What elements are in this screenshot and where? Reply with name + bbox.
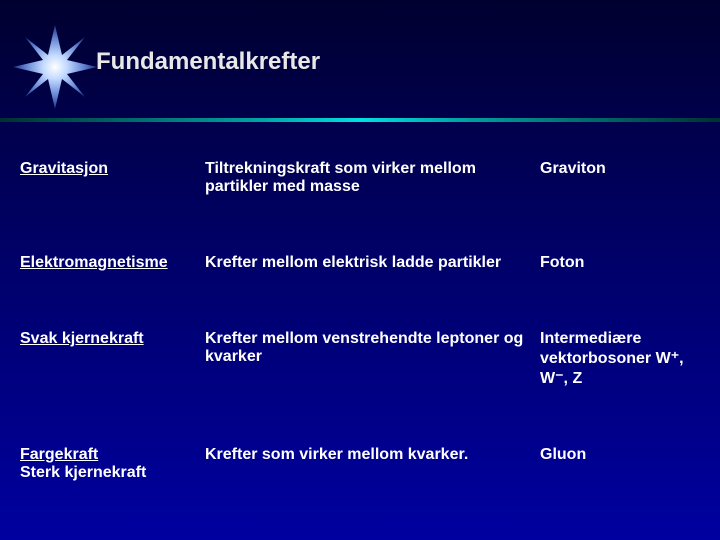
force-name: Elektromagnetisme	[20, 254, 205, 272]
force-carrier: Gluon	[540, 446, 700, 464]
force-name-text: Fargekraft	[20, 446, 98, 463]
force-name-text: Elektromagnetisme	[20, 254, 168, 271]
starburst-icon	[10, 22, 100, 112]
slide-title: Fundamentalkrefter	[96, 48, 320, 76]
title-divider	[0, 118, 720, 122]
force-carrier: Foton	[540, 254, 700, 272]
table-row: Fargekraft Sterk kjernekraft Krefter som…	[20, 446, 700, 482]
force-name: Svak kjernekraft	[20, 330, 205, 348]
force-name: Fargekraft Sterk kjernekraft	[20, 446, 205, 482]
force-carrier: Graviton	[540, 160, 700, 178]
table-row: Gravitasjon Tiltrekningskraft som virker…	[20, 160, 700, 196]
force-desc: Tiltrekningskraft som virker mellom part…	[205, 160, 540, 196]
force-name-text: Gravitasjon	[20, 160, 108, 177]
table-row: Elektromagnetisme Krefter mellom elektri…	[20, 254, 700, 272]
force-carrier: Intermediære vektorbosoner W⁺, W⁻, Z	[540, 330, 700, 388]
force-desc: Krefter som virker mellom kvarker.	[205, 446, 540, 464]
forces-table: Gravitasjon Tiltrekningskraft som virker…	[20, 160, 700, 540]
force-desc: Krefter mellom elektrisk ladde partikler	[205, 254, 540, 272]
force-name-text: Svak kjernekraft	[20, 330, 144, 347]
table-row: Svak kjernekraft Krefter mellom venstreh…	[20, 330, 700, 388]
force-desc: Krefter mellom venstrehendte leptoner og…	[205, 330, 540, 366]
force-name-extra: Sterk kjernekraft	[20, 464, 146, 482]
force-name: Gravitasjon	[20, 160, 205, 178]
